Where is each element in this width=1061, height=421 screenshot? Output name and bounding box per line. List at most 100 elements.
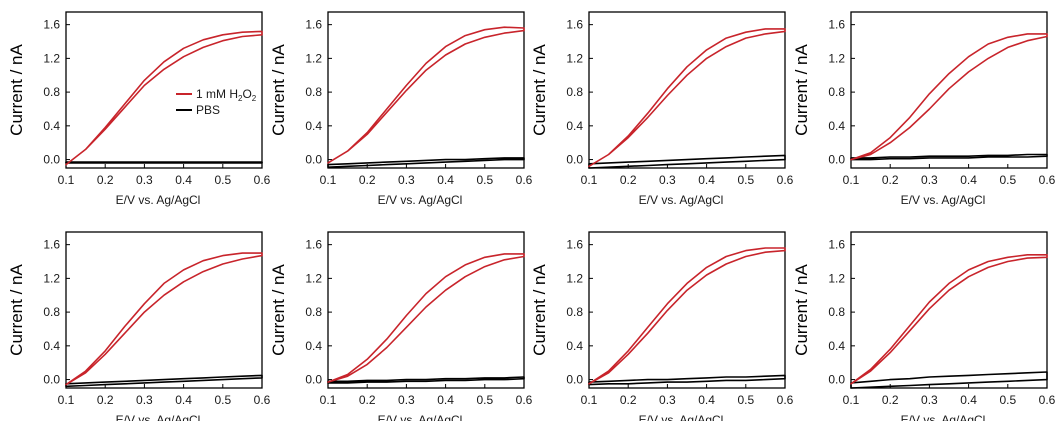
x-tick-label: 0.5 [476,393,493,407]
pbs-curve [327,157,525,168]
plot-frame [588,231,786,389]
x-tick-label: 0.5 [214,173,231,187]
x-tick-label: 0.2 [882,173,899,187]
x-tick-label: 0.6 [516,173,533,187]
y-tick-label: 1.2 [43,51,60,65]
y-tick-label: 0.8 [43,305,60,319]
legend-subscript: 2 [252,94,257,103]
x-axis-label: E/V vs. Ag/AgCl [901,193,986,207]
y-tick-label: 0.4 [828,119,845,133]
y-tick-label: 1.6 [566,18,583,32]
plot-frame [850,231,1048,389]
panel-2: 0.1 0.2 0.3 0.4 0.5 0.6 0.0 0.4 0.8 1.2 1.6 E/V vs.… [269,11,533,207]
pbs-curve [850,371,1048,389]
x-tick-label: 0.3 [398,173,415,187]
x-tick-label: 0.4 [698,393,715,407]
y-tick-label: 0.0 [566,153,583,167]
y-tick-label: 0.0 [43,373,60,387]
x-tick-label: 0.5 [737,393,754,407]
y-tick-label: 0.0 [305,373,322,387]
x-tick-label: 0.5 [476,173,493,187]
x-tick-label: 0.3 [136,393,153,407]
y-tick-label: 0.8 [828,85,845,99]
y-tick-label: 0.0 [566,373,583,387]
x-tick-label: 0.1 [320,393,337,407]
x-tick-label: 0.3 [921,393,938,407]
y-tick-label: 0.8 [305,85,322,99]
h2o2-curve [65,252,263,386]
x-tick-label: 0.4 [175,173,192,187]
y-tick-label: 1.2 [305,271,322,285]
panel-3: 0.1 0.2 0.3 0.4 0.5 0.6 0.0 0.4 0.8 1.2 1.6 E/V vs.… [530,11,794,207]
y-tick-label: 1.2 [566,271,583,285]
x-tick-label: 0.2 [882,393,899,407]
plot-frame [850,11,1048,169]
x-tick-label: 0.1 [843,393,860,407]
y-axis-label: Current / nA [7,264,26,356]
y-tick-label: 0.0 [305,153,322,167]
x-axis-label: E/V vs. Ag/AgCl [116,193,201,207]
pbs-curve [588,154,786,169]
plot-frame [65,11,263,169]
y-tick-label: 1.6 [305,238,322,252]
y-tick-label: 0.8 [43,85,60,99]
panel-6: 0.1 0.2 0.3 0.4 0.5 0.6 0.0 0.4 0.8 1.2 1.6 E/V vs.… [269,231,533,421]
legend-subscript: 2 [238,94,243,103]
x-axis-label: E/V vs. Ag/AgCl [639,413,724,421]
x-tick-label: 0.1 [58,173,75,187]
legend-text-part: O [242,87,251,101]
x-tick-label: 0.6 [1039,173,1056,187]
y-tick-label: 0.4 [43,119,60,133]
y-tick-label: 0.8 [828,305,845,319]
h2o2-curve [588,247,786,385]
h2o2-curve [850,33,1048,161]
h2o2-curve [327,253,525,383]
y-tick-label: 1.2 [566,51,583,65]
y-tick-label: 1.6 [566,238,583,252]
x-tick-label: 0.1 [581,173,598,187]
y-tick-label: 0.8 [566,85,583,99]
y-axis-label: Current / nA [269,44,288,136]
y-tick-label: 1.2 [828,51,845,65]
x-tick-label: 0.5 [999,173,1016,187]
x-axis-label: E/V vs. Ag/AgCl [639,193,724,207]
y-tick-label: 1.6 [828,18,845,32]
y-tick-label: 0.4 [566,119,583,133]
x-tick-label: 0.3 [136,173,153,187]
x-tick-label: 0.6 [254,393,271,407]
y-axis-label: Current / nA [7,44,26,136]
y-tick-label: 1.6 [43,18,60,32]
x-tick-label: 0.3 [659,173,676,187]
plot-frame [65,231,263,389]
y-tick-label: 0.4 [305,119,322,133]
legend-entry: 1 mM H2O2 [196,87,257,103]
x-tick-label: 0.2 [97,393,114,407]
panel-5: 0.1 0.2 0.3 0.4 0.5 0.6 0.0 0.4 0.8 1.2 1.6 E/V vs.… [7,231,271,421]
y-tick-label: 0.8 [566,305,583,319]
plot-frame [588,11,786,169]
x-axis-label: E/V vs. Ag/AgCl [116,413,201,421]
pbs-curve [588,374,786,386]
x-tick-label: 0.6 [777,393,794,407]
y-tick-label: 0.8 [305,305,322,319]
y-tick-label: 0.4 [43,339,60,353]
y-tick-label: 1.6 [828,238,845,252]
y-tick-label: 1.2 [305,51,322,65]
x-axis-label: E/V vs. Ag/AgCl [378,193,463,207]
x-tick-label: 0.2 [359,173,376,187]
y-axis-label: Current / nA [792,264,811,356]
x-tick-label: 0.6 [516,393,533,407]
y-axis-label: Current / nA [792,44,811,136]
y-axis-label: Current / nA [530,264,549,356]
x-tick-label: 0.1 [843,173,860,187]
y-tick-label: 0.0 [43,153,60,167]
y-tick-label: 1.6 [305,18,322,32]
x-tick-label: 0.5 [214,393,231,407]
panel-4: 0.1 0.2 0.3 0.4 0.5 0.6 0.0 0.4 0.8 1.2 1.6 E/V vs.… [792,11,1056,207]
pbs-curve [65,374,263,388]
x-tick-label: 0.2 [97,173,114,187]
plot-frame [327,231,525,389]
x-tick-label: 0.6 [1039,393,1056,407]
